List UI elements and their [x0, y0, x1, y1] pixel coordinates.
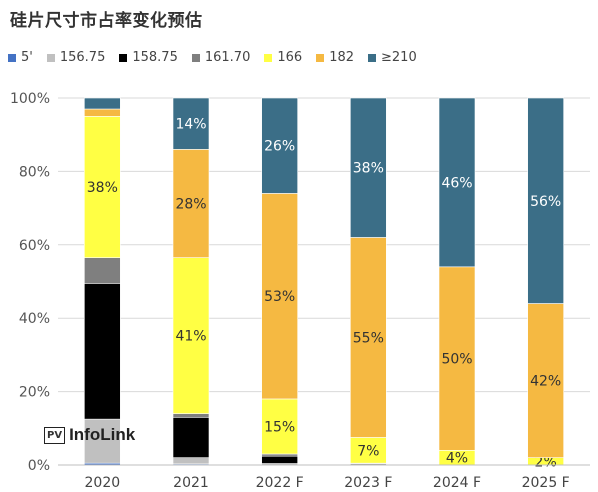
data-label: 4% — [446, 451, 468, 467]
legend-label: 161.70 — [204, 50, 251, 65]
bar-segment — [172, 149, 210, 258]
legend-item: 156.75 — [46, 50, 106, 65]
legend-label: 158.75 — [132, 50, 178, 65]
data-label: 41% — [175, 329, 206, 345]
bar-segment — [84, 418, 121, 464]
x-tick-label: 2020 — [85, 475, 121, 491]
y-tick-label: 20% — [19, 385, 50, 401]
legend-swatch — [46, 53, 55, 62]
bar-segment — [350, 97, 387, 238]
data-label: 56% — [530, 194, 561, 210]
data-label: 7% — [357, 443, 379, 459]
bar-segment — [172, 413, 210, 418]
data-label: 50% — [441, 352, 472, 368]
infolink-watermark: PV InfoLink — [44, 425, 135, 445]
legend-swatch — [119, 53, 128, 62]
data-label: 55% — [353, 330, 384, 346]
legend: 5' 156.75 158.75 161.70 166 182 ≥210 — [8, 50, 431, 65]
legend-label: 156.75 — [59, 50, 106, 65]
y-tick-label: 0% — [28, 458, 50, 474]
bar-segment — [172, 416, 210, 458]
y-tick-label: 100% — [10, 91, 50, 107]
legend-swatch — [368, 53, 377, 62]
bar-segment — [350, 437, 387, 464]
x-tick-label: 2022 F — [256, 475, 304, 491]
legend-item: 5' — [8, 50, 33, 65]
legend-swatch — [316, 53, 325, 62]
y-tick-label: 40% — [19, 311, 50, 327]
legend-label: 182 — [329, 50, 355, 65]
data-label: 53% — [264, 289, 295, 305]
legend-label: 166 — [277, 50, 303, 65]
bar-segment — [261, 97, 298, 194]
x-tick-label: 2025 F — [522, 475, 570, 491]
pv-logo-icon: PV — [44, 426, 66, 444]
legend-item: 161.70 — [191, 50, 251, 65]
data-label: 38% — [353, 161, 384, 177]
bar-segment — [438, 266, 476, 451]
y-tick-label: 60% — [19, 238, 50, 254]
legend-label: ≥210 — [381, 50, 417, 65]
bar-segment — [261, 453, 298, 457]
x-tick-label: 2024 F — [433, 475, 481, 491]
bar-segment — [172, 457, 210, 465]
bar-segment — [84, 257, 121, 284]
bar-segment — [527, 303, 564, 458]
data-label: 14% — [175, 117, 206, 133]
legend-item: 182 — [316, 50, 354, 65]
bar-segment — [84, 97, 121, 110]
bar-segment — [261, 398, 298, 455]
legend-swatch — [8, 53, 16, 62]
bar-segment — [350, 237, 387, 438]
bar-segment — [172, 97, 210, 150]
legend-item: 166 — [264, 50, 302, 65]
legend-label: 5' — [21, 50, 33, 65]
legend-swatch — [191, 53, 200, 62]
data-label: 2% — [535, 454, 557, 470]
bar-segment — [84, 108, 121, 117]
data-label: 15% — [264, 419, 295, 435]
data-label: 38% — [87, 180, 118, 196]
data-label: 42% — [530, 374, 561, 390]
legend-swatch — [264, 53, 273, 62]
y-tick-label: 80% — [19, 164, 50, 180]
data-label: 46% — [441, 175, 472, 191]
watermark-text: InfoLink — [69, 425, 136, 444]
x-tick-label: 2021 — [173, 475, 209, 491]
bar-segment — [261, 193, 298, 400]
legend-item: ≥210 — [368, 50, 417, 65]
chart-title: 硅片尺寸市占率变化预估 — [10, 11, 203, 31]
legend-item: 158.75 — [119, 50, 178, 65]
bar-segment — [84, 116, 121, 258]
bar-segment — [438, 97, 476, 268]
bar-segment — [172, 257, 210, 414]
data-label: 26% — [264, 139, 295, 155]
data-label: 28% — [175, 197, 206, 213]
x-tick-label: 2023 F — [344, 475, 392, 491]
bar-segment — [84, 283, 121, 420]
bar-segment — [527, 97, 564, 304]
bar-segment — [261, 455, 298, 464]
